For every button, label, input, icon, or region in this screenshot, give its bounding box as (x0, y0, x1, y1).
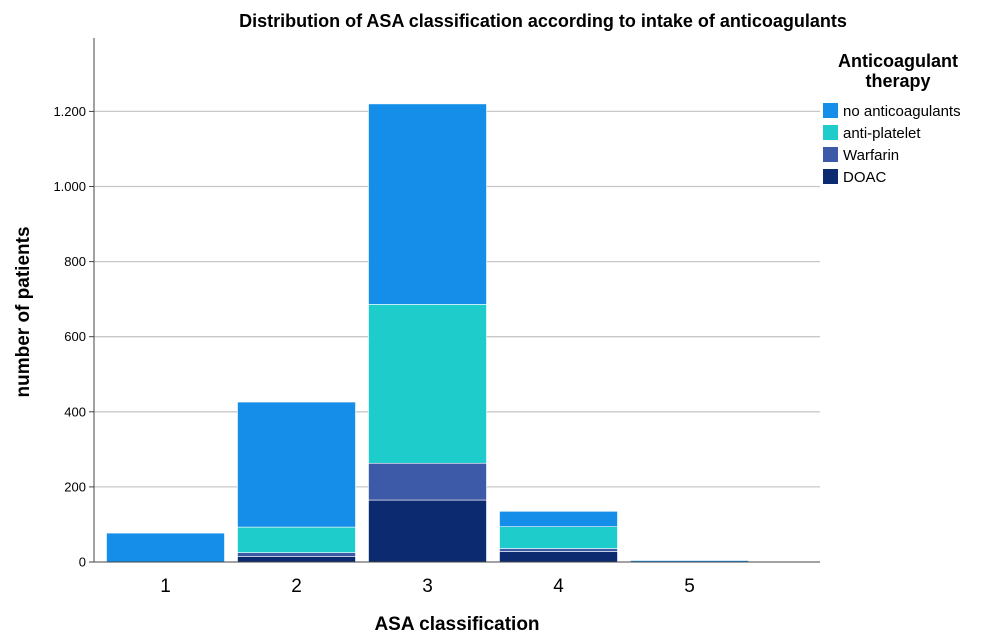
bar-segment (237, 526, 356, 553)
y-tick-label: 1.000 (53, 179, 86, 194)
bar-segment (499, 551, 618, 563)
legend: Anticoagulant therapy no anticoagulants a… (823, 51, 961, 186)
chart-title: Distribution of ASA classification accor… (239, 11, 847, 31)
y-tick-label: 400 (64, 404, 86, 419)
y-axis-title: number of patients (13, 226, 34, 397)
x-ticks: 1 2 3 4 5 (160, 576, 695, 597)
y-ticks: 0 200 400 600 800 1.000 1.200 (53, 104, 94, 570)
x-tick-label: 4 (553, 576, 564, 597)
legend-swatch (823, 103, 838, 118)
legend-swatch (823, 125, 838, 140)
legend-label: anti-platelet (843, 125, 921, 142)
bar-segment (106, 532, 225, 563)
bar-segment (499, 526, 618, 549)
bar-segment (368, 462, 487, 501)
bar-segment (499, 511, 618, 528)
bar-segment (368, 103, 487, 305)
y-tick-label: 600 (64, 329, 86, 344)
bars (106, 103, 749, 563)
bar-segment (237, 401, 356, 528)
legend-swatch (823, 147, 838, 162)
y-tick-label: 800 (64, 254, 86, 269)
x-tick-label: 1 (160, 576, 171, 597)
y-tick-label: 1.200 (53, 104, 86, 119)
x-tick-label: 5 (684, 576, 695, 597)
x-axis-title: ASA classification (374, 614, 539, 632)
legend-title-line-2: therapy (865, 71, 930, 91)
bar-segment (368, 499, 487, 563)
x-tick-label: 2 (291, 576, 302, 597)
bar-segment (368, 304, 487, 464)
bar-segment (237, 552, 356, 557)
y-tick-label: 200 (64, 479, 86, 494)
legend-label: Warfarin (843, 147, 899, 164)
legend-swatch (823, 169, 838, 184)
y-tick-label: 0 (79, 555, 86, 570)
legend-label: no anticoagulants (843, 103, 961, 120)
x-tick-label: 3 (422, 576, 433, 597)
bar-segment (499, 548, 618, 552)
legend-label: DOAC (843, 169, 887, 186)
legend-title-line-1: Anticoagulant (838, 51, 958, 71)
bar-segment (237, 556, 356, 563)
